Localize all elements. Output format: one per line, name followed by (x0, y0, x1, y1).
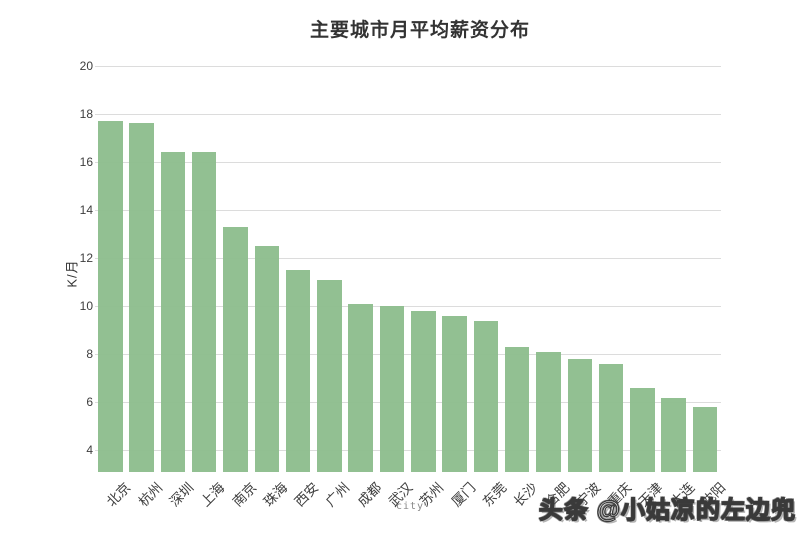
chart-bar-4 (191, 152, 217, 472)
y-tick-label-4: 4 (86, 443, 93, 458)
chart-bar-13 (473, 320, 499, 472)
chart-bar-3 (160, 152, 186, 472)
watermark-text: 头条 @小姑凉的左边兜 (538, 496, 796, 524)
chart-bar-17 (598, 363, 624, 472)
y-tick-label-14: 14 (79, 202, 93, 217)
gridline-y-4 (95, 450, 721, 452)
chart-bar-11 (411, 310, 436, 472)
chart-title: 主要城市月平均薪资分布 (309, 20, 530, 41)
chart-bar-10 (379, 306, 405, 472)
y-tick-label-20: 20 (79, 58, 93, 73)
gridline-y-8 (95, 354, 721, 356)
x-axis-label: city (395, 501, 425, 512)
chart-bar-2 (129, 123, 154, 472)
y-tick-label-16: 16 (79, 154, 93, 169)
x-tick-label-14: 长沙 (510, 479, 541, 510)
chart-bar-18 (630, 387, 655, 472)
x-tick-label-7: 西安 (291, 479, 322, 510)
x-tick-label-8: 广州 (323, 479, 353, 510)
chart-bar-15 (536, 351, 561, 472)
x-tick-label-6: 珠海 (260, 479, 291, 510)
gridline-y-18 (95, 113, 721, 115)
gridline-y-16 (95, 161, 721, 163)
y-tick-label-6: 6 (86, 395, 93, 410)
x-tick-label-4: 上海 (197, 479, 228, 510)
y-tick-label-8: 8 (86, 347, 93, 362)
chart-bar-1 (98, 120, 123, 472)
gridline-y-10 (95, 306, 721, 308)
chart-bar-19 (661, 397, 686, 472)
x-tick-label-5: 南京 (229, 479, 259, 510)
chart-bar-14 (504, 347, 530, 472)
chart-bar-8 (317, 279, 342, 472)
chart-bar-5 (223, 226, 248, 472)
gridline-y-12 (95, 258, 721, 259)
gridline-y-6 (95, 402, 721, 404)
x-tick-label-1: 北京 (104, 479, 134, 510)
y-axis-label: K/月 (64, 259, 80, 288)
chart-bar-9 (348, 303, 373, 472)
x-tick-label-13: 东莞 (479, 479, 510, 510)
gridline-y-14 (95, 209, 721, 211)
y-tick-label-18: 18 (79, 106, 93, 121)
chart-bar-16 (567, 359, 593, 472)
x-tick-label-2: 杭州 (135, 479, 166, 510)
y-tick-label-10: 10 (79, 299, 93, 314)
chart-bar-20 (692, 407, 718, 472)
x-tick-label-3: 深圳 (166, 479, 197, 510)
chart-bar-12 (442, 315, 467, 472)
chart-bar-7 (285, 270, 311, 472)
y-tick-label-12: 12 (79, 251, 93, 265)
chart-bar-6 (254, 246, 280, 472)
gridline-y-20 (95, 65, 721, 67)
